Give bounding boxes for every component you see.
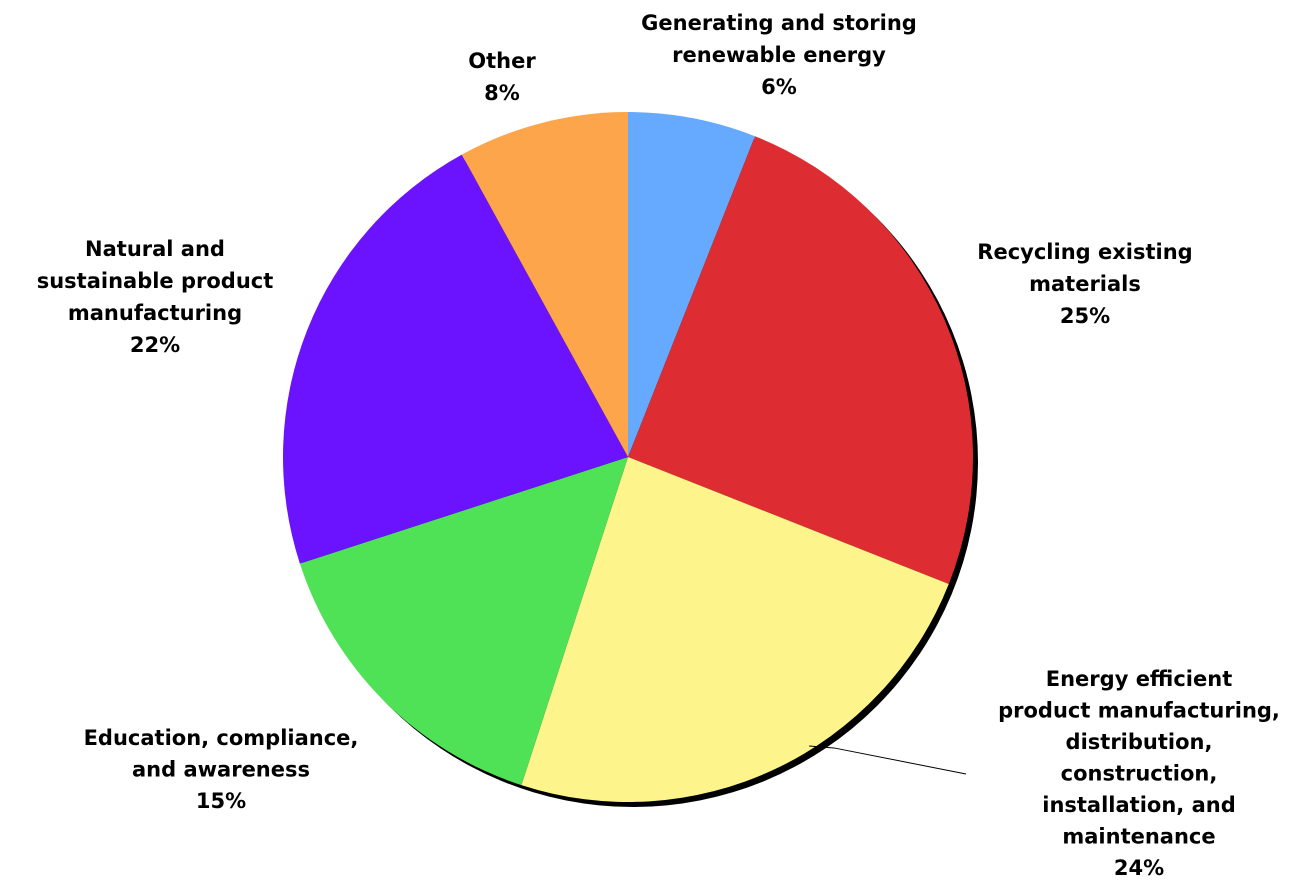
leader-line-energy-efficient — [809, 745, 967, 775]
pie-slice-generating-and-storing-renewable-energy — [628, 112, 756, 457]
slice-percent-label: 24% — [1114, 856, 1164, 880]
slice-percent-label: 8% — [484, 81, 520, 105]
slice-name-line: construction, — [1061, 762, 1218, 786]
slice-name-line: maintenance — [1062, 825, 1215, 849]
slice-percent-label: 15% — [196, 789, 246, 813]
slice-label-energy-efficient-product-manufacturing-distribution-construction-installation-and-maintenance: Energy efficient product manufacturing, di… — [998, 667, 1280, 880]
slice-name-line: Energy efficient — [1046, 667, 1232, 691]
slice-name-line: sustainable product — [37, 269, 274, 293]
slice-label-other: Other 8% — [468, 49, 536, 105]
slice-name-line: materials — [1029, 272, 1141, 296]
leader-lines — [809, 745, 967, 775]
slice-name-line: and awareness — [132, 758, 310, 782]
pie-slice-natural-and-sustainable-product-manufacturing — [282, 154, 628, 564]
slice-label-education-compliance-and-awareness: Education, compliance, and awareness 15% — [84, 726, 359, 813]
slice-label-recycling-existing-materials: Recycling existing materials 25% — [977, 240, 1192, 328]
pie-slice-energy-efficient-product-manufacturing-distribution-construction-installation-and-maintenance — [521, 457, 949, 803]
slice-percent-label: 25% — [1060, 304, 1110, 328]
slice-percent-label: 6% — [761, 75, 797, 99]
slice-name-line: Generating and storing — [641, 11, 917, 35]
slice-percent-label: 22% — [130, 333, 180, 357]
slice-labels: Generating and storing renewable energy 6%… — [37, 11, 1280, 880]
slice-name-line: product manufacturing, — [998, 699, 1280, 723]
pie-slice-other — [461, 112, 628, 457]
slice-name-line: renewable energy — [672, 43, 886, 67]
pie-slices — [282, 112, 974, 803]
slice-name-line: Education, compliance, — [84, 726, 359, 750]
slice-name-line: Other — [468, 49, 536, 73]
pie-slice-education-compliance-and-awareness — [299, 457, 628, 786]
slice-label-generating-and-storing-renewable-energy: Generating and storing renewable energy 6% — [641, 11, 917, 99]
slice-name-line: distribution, — [1066, 730, 1213, 754]
slice-name-line: manufacturing — [68, 301, 242, 325]
slice-name-line: installation, and — [1042, 793, 1235, 817]
pie-slice-recycling-existing-materials — [628, 136, 974, 585]
slice-label-natural-and-sustainable-product-manufacturing: Natural and sustainable product manufactur… — [37, 237, 274, 357]
slice-name-line: Recycling existing — [977, 240, 1192, 264]
slice-name-line: Natural and — [85, 237, 225, 261]
